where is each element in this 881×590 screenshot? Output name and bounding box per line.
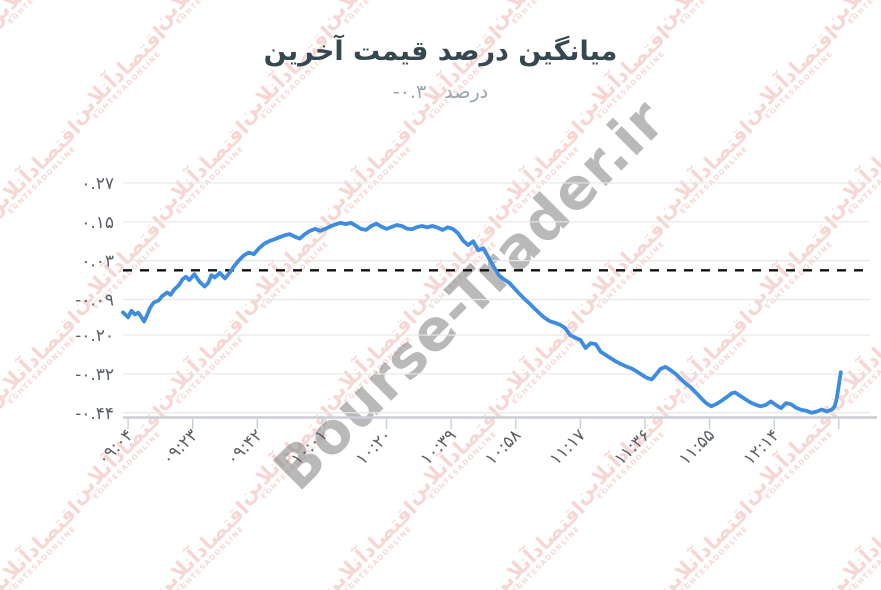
y-tick-label: -۰.۳۲ bbox=[75, 365, 114, 385]
y-tick-label: ۰.۰۳ bbox=[81, 252, 114, 272]
x-tick-label: ۱۱:۱۷ bbox=[546, 425, 590, 469]
chart-title: میانگین درصد قیمت آخرین bbox=[263, 36, 618, 67]
x-tick-label: ۱۱:۳۶ bbox=[610, 425, 654, 469]
x-tick-label: ۰۹:۰۴ bbox=[94, 425, 138, 469]
chart-subtitle-value: -۰.۳ bbox=[392, 81, 427, 103]
price-series-line bbox=[121, 220, 843, 415]
y-tick-label: ۰.۲۷ bbox=[81, 174, 114, 194]
y-tick-label: -۰.۲۰ bbox=[75, 326, 114, 346]
y-tick-label: ۰.۱۵ bbox=[81, 213, 114, 233]
x-tick-label: ۰۹:۴۲ bbox=[223, 425, 267, 469]
chart-subtitle: درصد -۰.۳ bbox=[0, 81, 881, 103]
x-tick-label: ۱۰:۵۸ bbox=[481, 425, 525, 469]
x-tick-label: ۱۰:۲۰ bbox=[352, 425, 396, 469]
x-tick-label: ۱۲:۱۴ bbox=[740, 425, 784, 469]
x-tick-label: ۱۰:۳۹ bbox=[417, 425, 461, 469]
x-tick-label: ۱۱:۵۵ bbox=[675, 425, 719, 469]
y-tick-label: -۰.۰۹ bbox=[75, 290, 114, 310]
chart-header: میانگین درصد قیمت آخرین درصد -۰.۳ bbox=[0, 0, 881, 103]
x-tick-label: ۱۰:۰۱ bbox=[287, 425, 331, 469]
x-tick-label: ۰۹:۲۳ bbox=[158, 425, 202, 469]
chart-subtitle-label: درصد bbox=[444, 81, 489, 103]
y-tick-label: -۰.۴۴ bbox=[75, 404, 114, 424]
